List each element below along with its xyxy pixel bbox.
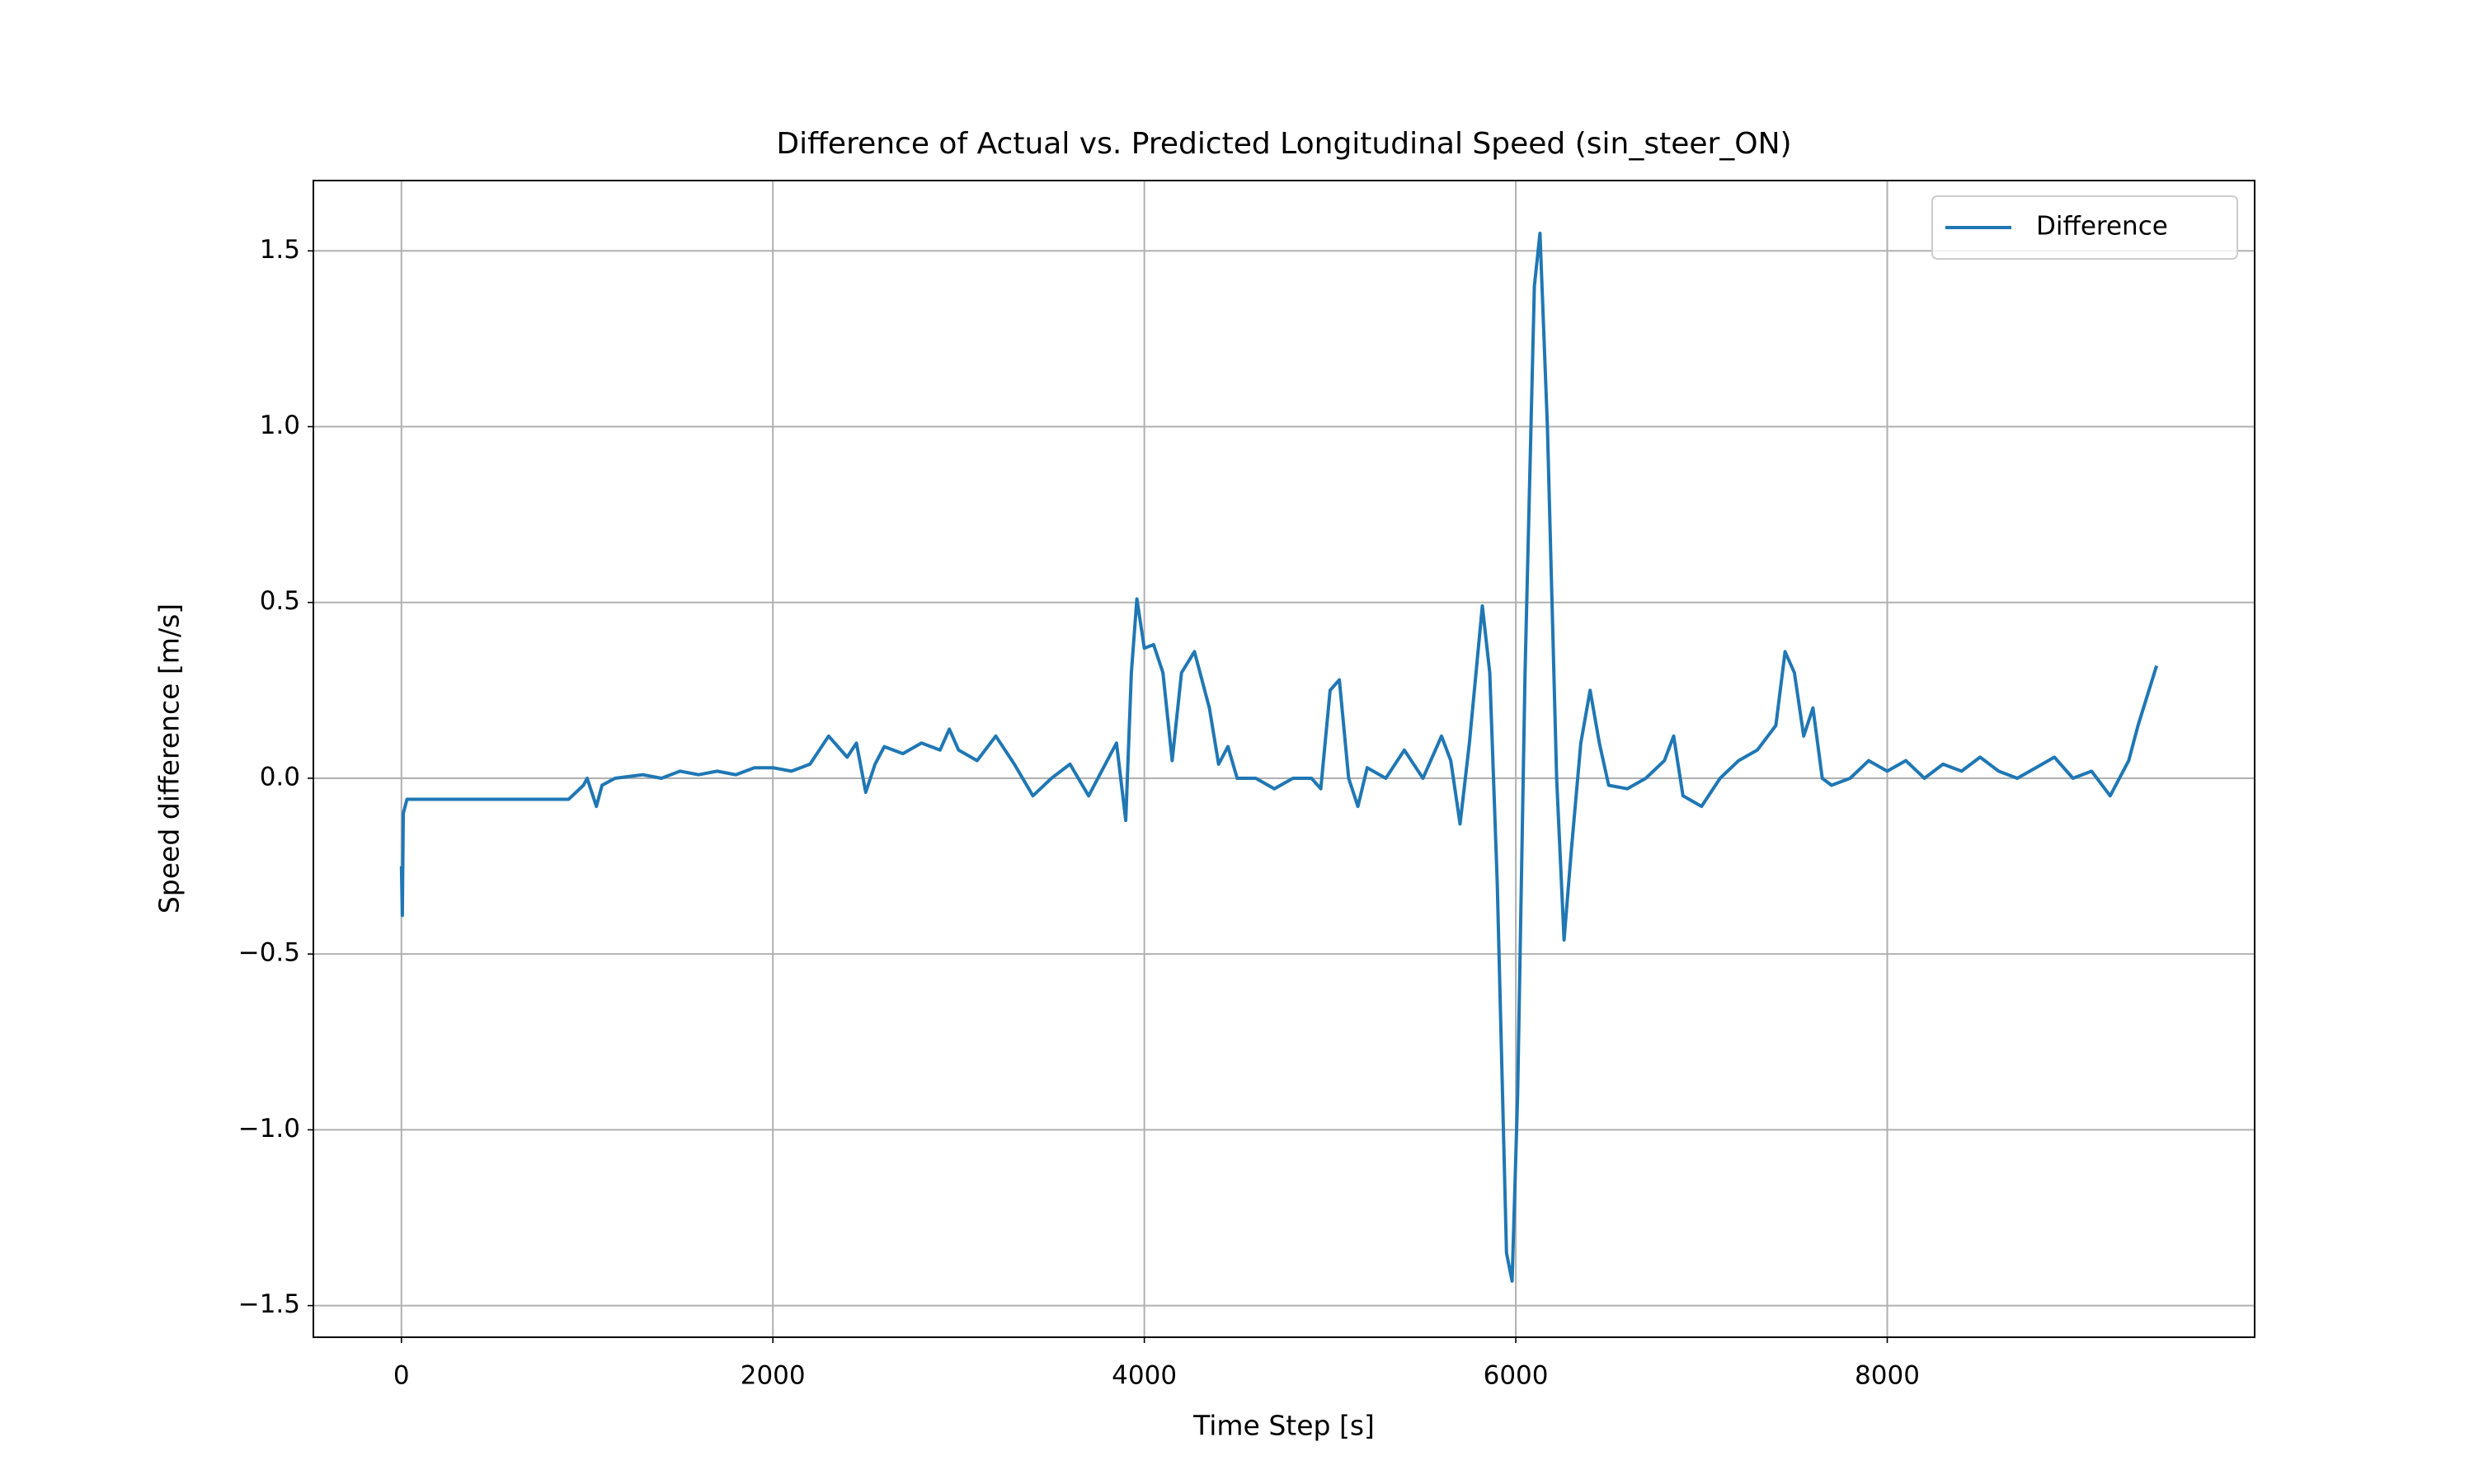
data-line [399,232,2159,1283]
y-axis-label: Speed difference [m/s] [153,603,186,913]
x-tick-label: 8000 [1855,1361,1920,1391]
chart-title: Difference of Actual vs. Predicted Longi… [776,127,1791,161]
y-tick-label: −1.0 [238,1114,300,1144]
x-tick-label: 2000 [741,1361,806,1391]
y-tick-label: 1.5 [260,235,300,265]
x-tick-label: 6000 [1484,1361,1549,1391]
x-tick-label: 0 [393,1361,410,1391]
x-tick-label: 4000 [1112,1361,1177,1391]
y-tick-label: 0.0 [260,762,300,791]
y-tick-label: −1.5 [238,1289,300,1319]
legend-label: Difference [2036,212,2168,242]
legend-box [1931,195,2238,260]
plot-frame [313,180,2255,1338]
y-tick-label: −0.5 [238,938,300,968]
x-axis-label: Time Step [s] [1192,1410,1375,1442]
y-tick-label: 0.5 [260,586,300,616]
y-tick-label: 1.0 [260,411,300,440]
